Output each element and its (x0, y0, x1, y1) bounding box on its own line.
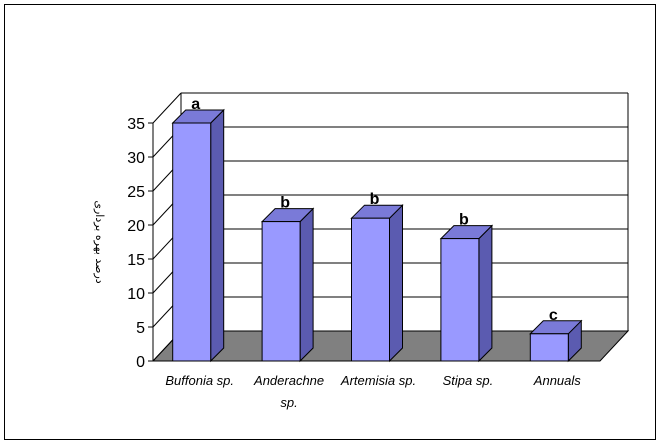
y-tick-label: 20 (127, 218, 145, 235)
chart-frame (4, 4, 656, 440)
bar-side (478, 224, 493, 363)
x-category-label: Artemisia sp. (340, 373, 416, 388)
bar (440, 238, 480, 362)
significance-label: b (370, 191, 380, 208)
bar-side (299, 207, 314, 363)
y-tick-label: 15 (127, 252, 145, 269)
bar (172, 122, 212, 362)
y-tick-label: 30 (127, 150, 145, 167)
y-tick-label: 0 (136, 354, 145, 371)
x-category-label: Anderachne (253, 373, 324, 388)
x-category-label: Stipa sp. (443, 373, 494, 388)
x-category-label: Buffonia sp. (165, 373, 234, 388)
y-tick-label: 35 (127, 116, 145, 133)
significance-label: b (459, 212, 469, 229)
x-category-label: Annuals (533, 373, 581, 388)
y-tick-label: 25 (127, 184, 145, 201)
x-category-label: sp. (280, 395, 297, 410)
bar (261, 221, 301, 362)
y-tick-label: 5 (136, 320, 145, 337)
bar (351, 217, 390, 362)
gridline-side (152, 92, 182, 124)
y-tick-label: 10 (127, 286, 145, 303)
y-axis-title: درصد بهره برداری (93, 200, 106, 283)
significance-label: c (549, 307, 558, 324)
bar-side (210, 108, 225, 363)
significance-label: b (280, 195, 290, 212)
significance-label: a (191, 96, 200, 113)
bar-side (389, 203, 403, 363)
bar (529, 333, 569, 362)
